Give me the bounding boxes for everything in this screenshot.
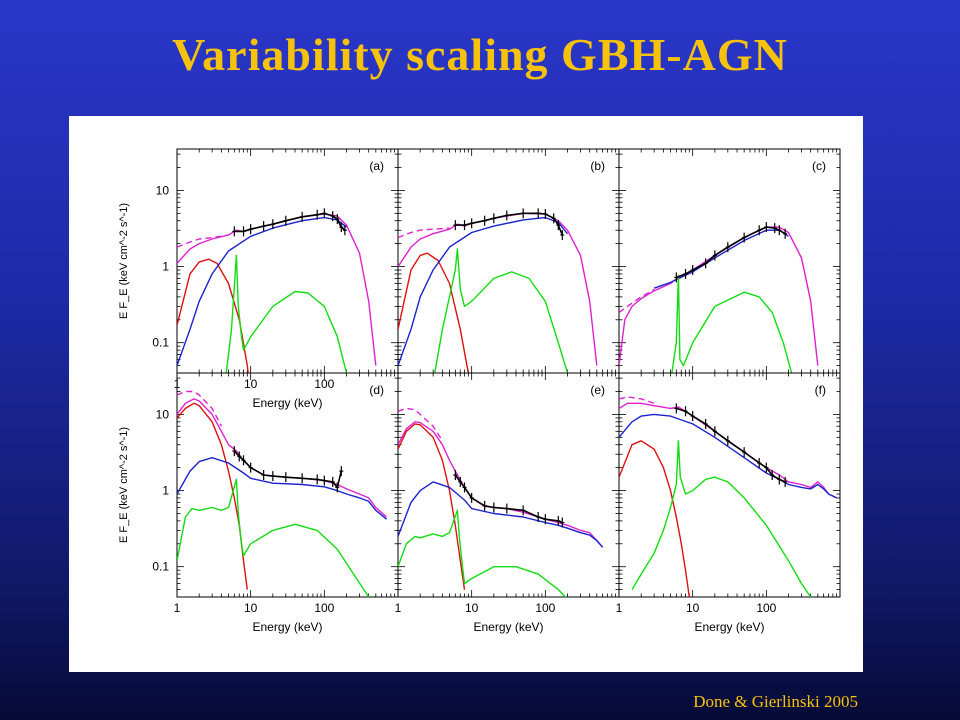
panel-b-label: (b) (590, 159, 605, 173)
spectra-svg: 1 10 100 0.1 1 10 Energy (keV) E F_E (keV cm^-2… (118, 148, 841, 634)
panel-a-ytick-label: 1 (162, 260, 169, 274)
panel-b-frame (397, 148, 620, 374)
panel-b-total-model-line (398, 212, 598, 366)
panel-a-ylabel: E F_E (keV cm^-2 s^-1) (118, 203, 130, 319)
panel-a-ytick-label: 0.1 (152, 336, 169, 350)
panel-a-xtick-label: 100 (314, 377, 334, 391)
panel-f-total-model-line (619, 402, 837, 499)
panel-d-comptonized-line (177, 457, 388, 520)
spectra-figure: 1 10 100 0.1 1 10 Energy (keV) E F_E (keV cm^-2… (69, 116, 863, 672)
panel-e-xtick-label: 10 (465, 601, 479, 615)
panel-a-label: (a) (369, 159, 384, 173)
panel-c-total-model-dashed-line (619, 288, 655, 313)
panel-a-total-model-line (177, 213, 377, 366)
panel-f-xtick-label: 1 (616, 601, 623, 615)
panel-b-data-series (455, 212, 564, 236)
panel-b-reflection-line (434, 248, 569, 373)
panel-a-xtick-label: 10 (244, 377, 258, 391)
panel-d-ytick-label: 10 (156, 407, 170, 421)
panel-d-xtick-label: 10 (244, 601, 258, 615)
panel-d-xtick-label: 100 (314, 601, 334, 615)
panel-e-frame (397, 372, 620, 598)
panel-d-total-model-dashed-line (177, 390, 223, 427)
panel-c-data-series (676, 226, 786, 279)
panel-f-label: (f) (815, 383, 826, 397)
panel-d-ytick-label: 0.1 (152, 560, 169, 574)
panel-a-xlabel: Energy (keV) (252, 396, 322, 410)
panel-b-disc-line (398, 252, 469, 373)
panel-d-xtick-label: 1 (174, 601, 181, 615)
panel-e-xtick-label: 100 (535, 601, 555, 615)
panel-b-comptonized-line (398, 216, 569, 366)
panel-f-comptonized-line (619, 413, 837, 499)
panel-e-reflection-line (398, 509, 567, 597)
panel-c-total-model-line (619, 226, 819, 366)
panel-a-comptonized-line (177, 216, 347, 366)
panel-d-ylabel: E F_E (keV cm^-2 s^-1) (118, 427, 130, 543)
panel-f-data-series (676, 407, 786, 483)
panel-f-total-model-dashed-line (619, 396, 655, 404)
panel-c-reflection-line (671, 275, 793, 373)
panel-e-data-series (454, 474, 563, 524)
panel-d-label: (d) (369, 383, 384, 397)
slide-title: Variability scaling GBH-AGN (172, 29, 788, 80)
panel-f-xtick-label: 100 (756, 601, 776, 615)
panel-e-total-model-dashed-line (398, 407, 443, 442)
panel-e-comptonized-line (398, 481, 604, 548)
citation: Done & Gierlinski 2005 (693, 692, 858, 711)
panel-f-reflection-line (631, 440, 812, 597)
panel-e-xlabel: Energy (keV) (473, 620, 543, 634)
panel-f-xtick-label: 10 (686, 601, 700, 615)
panel-d-data-series (233, 450, 343, 490)
panel-c-comptonized-line (653, 229, 789, 289)
panel-e-disc-line (398, 423, 466, 590)
panel-a-disc-line (177, 258, 249, 373)
panel-d-reflection-line (177, 478, 370, 597)
panel-f-frame (618, 372, 841, 598)
panel-a-ytick-label: 10 (156, 183, 170, 197)
panel-c-label: (c) (812, 159, 826, 173)
panel-a-data-series (234, 212, 346, 233)
panel-a-frame (176, 148, 399, 374)
panel-c-frame (618, 148, 841, 374)
panel-d-ytick-label: 1 (162, 484, 169, 498)
panel-a-reflection-line (225, 254, 348, 373)
panel-a-total-model-dashed-line (177, 234, 229, 248)
panel-f-disc-line (619, 440, 690, 597)
panel-d-xlabel: Energy (keV) (252, 620, 322, 634)
panel-e-label: (e) (590, 383, 605, 397)
panel-b-total-model-dashed-line (398, 227, 450, 239)
panel-f-xlabel: Energy (keV) (694, 620, 764, 634)
panel-e-xtick-label: 1 (395, 601, 402, 615)
